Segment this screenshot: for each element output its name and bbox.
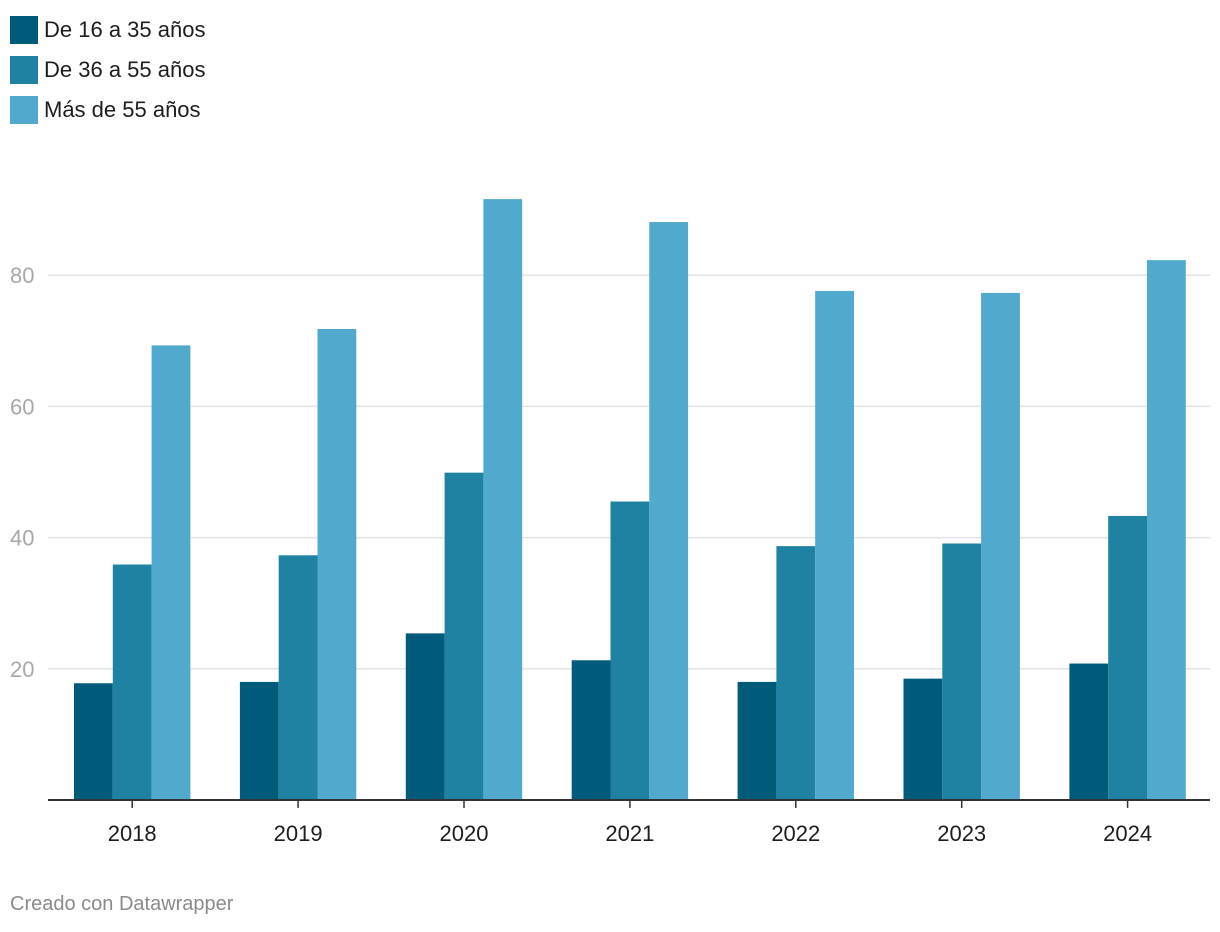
bar-2024-2 <box>1108 515 1147 800</box>
bar-2020-2 <box>444 472 484 800</box>
legend-item-16-35: De 16 a 35 años <box>10 10 205 50</box>
legend-swatch-36-55 <box>10 56 38 84</box>
legend-label-16-35: De 16 a 35 años <box>44 17 206 42</box>
x-tick-label-2023: 2023 <box>937 821 986 846</box>
bar-2020-3 <box>483 199 523 800</box>
bar-2023-2 <box>942 543 982 800</box>
y-tick-label-40: 40 <box>10 526 34 551</box>
bar-2018-1 <box>74 683 113 800</box>
x-tick-label-2019: 2019 <box>274 821 323 846</box>
x-tick-label-2024: 2024 <box>1103 821 1152 846</box>
bar-2024-1 <box>1069 663 1109 800</box>
y-tick-label-60: 60 <box>10 394 34 419</box>
bar-2022-2 <box>776 546 816 800</box>
bars <box>74 199 1186 801</box>
bar-2022-1 <box>737 681 777 800</box>
bar-2018-3 <box>151 345 191 800</box>
y-tick-label-80: 80 <box>10 263 34 288</box>
bar-2020-1 <box>405 633 445 800</box>
bar-2024-3 <box>1147 260 1186 800</box>
bar-2023-1 <box>903 678 943 800</box>
bar-2019-2 <box>278 555 318 800</box>
x-tick-label-2021: 2021 <box>605 821 654 846</box>
legend-item-36-55: De 36 a 55 años <box>10 50 205 90</box>
legend-label-over-55: Más de 55 años <box>44 97 201 122</box>
x-tick-label-2020: 2020 <box>440 821 489 846</box>
x-axis: 2018 2019 2020 2021 2022 2023 2024 <box>48 799 1210 846</box>
legend-swatch-16-35 <box>10 16 38 44</box>
x-tick-label-2018: 2018 <box>108 821 157 846</box>
x-tick-label-2022: 2022 <box>771 821 820 846</box>
footer-credit: Creado con Datawrapper <box>10 893 234 915</box>
bar-2021-2 <box>610 501 650 800</box>
legend-label-36-55: De 36 a 55 años <box>44 57 206 82</box>
bar-2019-1 <box>239 681 279 800</box>
y-tick-label-20: 20 <box>10 657 34 682</box>
bar-2021-1 <box>571 660 611 800</box>
bar-2021-3 <box>649 222 689 801</box>
legend-item-over-55: Más de 55 años <box>10 90 205 130</box>
legend-swatch-over-55 <box>10 96 38 124</box>
legend: De 16 a 35 años De 36 a 55 años Más de 5… <box>10 10 205 130</box>
bar-2019-3 <box>317 328 357 800</box>
bar-2018-2 <box>112 564 152 800</box>
bar-2023-3 <box>981 292 1020 800</box>
bar-2022-3 <box>815 290 854 800</box>
